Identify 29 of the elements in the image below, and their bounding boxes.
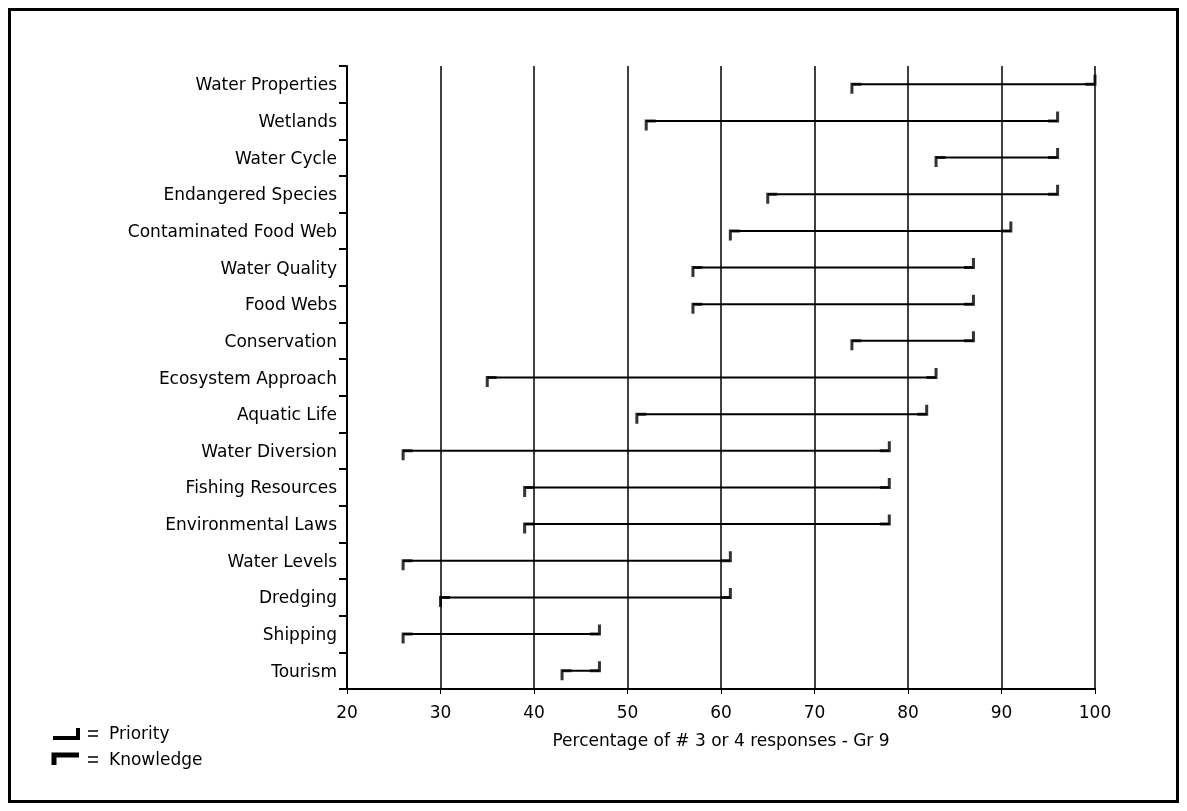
y-tick-label: Wetlands xyxy=(258,110,338,131)
y-tick-label: Water Properties xyxy=(195,74,338,95)
y-tick-label: Water Levels xyxy=(227,550,338,571)
x-tick-label: 80 xyxy=(897,701,919,722)
x-tick-label: 30 xyxy=(429,701,452,722)
x-tick-label: 40 xyxy=(523,701,545,722)
y-tick-label: Water Cycle xyxy=(234,147,337,168)
legend-label: Priority xyxy=(109,723,170,743)
x-tick-label: 60 xyxy=(710,701,732,722)
y-tick-label: Endangered Species xyxy=(163,184,338,205)
y-tick-label: Water Quality xyxy=(220,257,337,278)
y-tick-label: Ecosystem Approach xyxy=(158,367,337,388)
y-tick-label: Dredging xyxy=(258,587,337,608)
y-tick-label: Conservation xyxy=(224,330,337,351)
y-tick-label: Water Diversion xyxy=(201,440,337,461)
x-axis-title: Percentage of # 3 or 4 responses - Gr 9 xyxy=(552,729,890,750)
x-tick-label: 70 xyxy=(803,701,826,722)
y-tick-label: Tourism xyxy=(270,660,337,681)
y-tick-label: Food Webs xyxy=(244,294,338,315)
y-tick-label: Fishing Resources xyxy=(185,477,338,498)
y-tick-label: Aquatic Life xyxy=(236,404,337,425)
x-tick-label: 100 xyxy=(1078,701,1112,722)
y-tick-label: Environmental Laws xyxy=(165,514,338,535)
x-tick-label: 20 xyxy=(336,701,358,722)
x-tick-label: 50 xyxy=(616,701,639,722)
x-tick-label: 90 xyxy=(990,701,1013,722)
legend-label: Knowledge xyxy=(109,749,203,769)
y-tick-label: Shipping xyxy=(262,624,337,645)
y-tick-label: Contaminated Food Web xyxy=(127,220,337,241)
